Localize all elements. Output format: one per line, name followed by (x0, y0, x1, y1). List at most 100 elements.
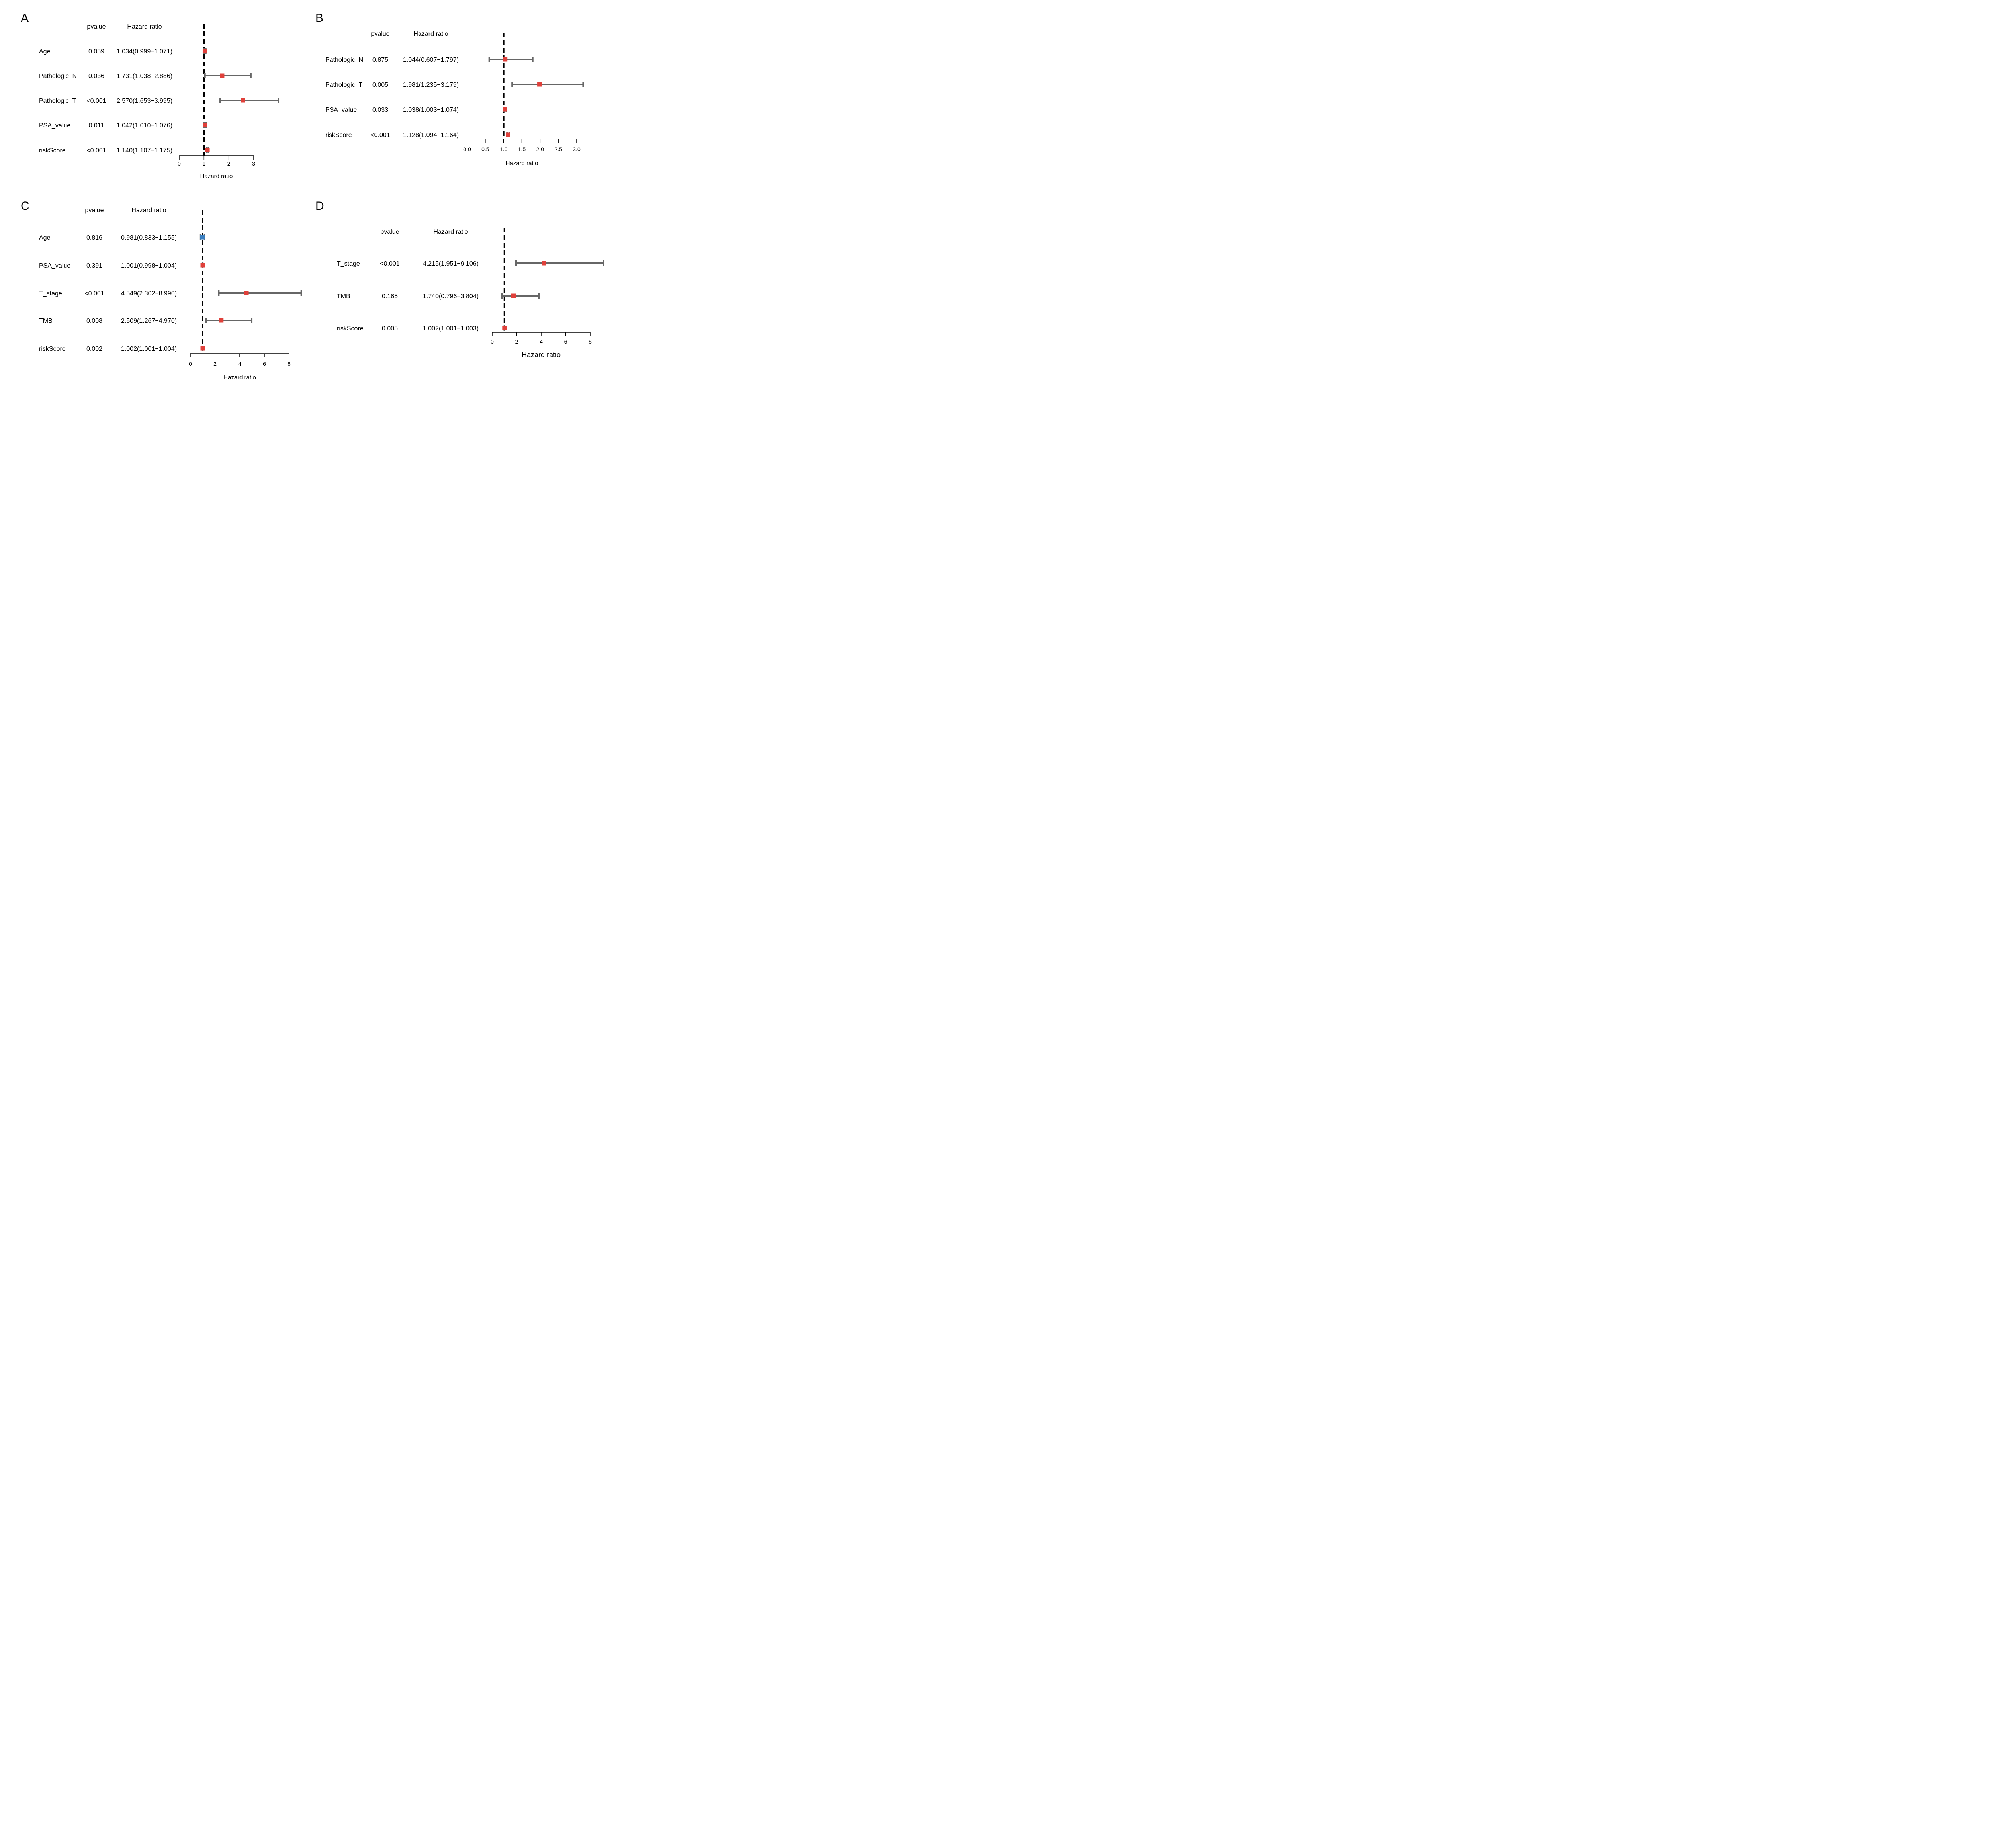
hazard-ratio-marker (200, 346, 205, 351)
pvalue-value: <0.001 (86, 147, 106, 154)
pvalue-header: pvalue (85, 207, 104, 214)
panel-letter: B (315, 12, 323, 25)
hazard-ratio-marker (244, 291, 249, 295)
x-axis-label: Hazard ratio (200, 173, 233, 180)
variable-label: Age (39, 234, 51, 241)
x-axis-label: Hazard ratio (522, 351, 561, 359)
variable-label: TMB (337, 293, 350, 300)
pvalue-value: 0.036 (88, 73, 104, 80)
hazard-ratio-text: 2.509(1.267−4.970) (121, 318, 177, 324)
hazard-ratio-text: 1.740(0.796−3.804) (423, 293, 479, 300)
hazard-ratio-text: 4.549(2.302−8.990) (121, 290, 177, 297)
x-tick-label: 2 (515, 338, 518, 345)
variable-label: Age (39, 48, 51, 55)
hazard-ratio-header: Hazard ratio (433, 229, 468, 235)
hazard-ratio-marker (537, 82, 542, 87)
x-axis-label: Hazard ratio (223, 374, 256, 381)
x-tick-label: 2 (213, 361, 217, 367)
hazard-ratio-text: 1.981(1.235−3.179) (403, 82, 459, 88)
x-tick-label: 6 (263, 361, 266, 367)
variable-label: Pathologic_T (325, 82, 363, 88)
hazard-ratio-text: 1.038(1.003−1.074) (403, 107, 459, 113)
hazard-ratio-text: 1.044(0.607−1.797) (403, 57, 459, 63)
pvalue-value: 0.875 (372, 57, 388, 63)
x-tick-label: 3.0 (573, 146, 581, 152)
hazard-ratio-marker (200, 263, 205, 268)
variable-label: PSA_value (39, 262, 70, 269)
hazard-ratio-text: 4.215(1.951−9.106) (423, 260, 479, 267)
pvalue-value: 0.391 (86, 262, 102, 269)
pvalue-header: pvalue (371, 31, 389, 37)
x-tick-label: 0 (178, 160, 181, 167)
pvalue-value: 0.059 (88, 48, 104, 55)
hazard-ratio-marker (503, 57, 508, 62)
pvalue-value: <0.001 (370, 132, 390, 139)
x-tick-label: 1.0 (500, 146, 508, 152)
variable-label: Pathologic_N (39, 73, 77, 80)
variable-label: T_stage (39, 290, 62, 297)
variable-label: PSA_value (39, 122, 70, 129)
variable-label: TMB (39, 318, 53, 324)
variable-label: riskScore (337, 325, 364, 332)
x-axis-label: Hazard ratio (506, 160, 538, 167)
pvalue-value: 0.005 (382, 325, 398, 332)
x-tick-label: 4 (540, 338, 543, 345)
hazard-ratio-marker (219, 318, 224, 323)
hazard-ratio-marker (202, 49, 207, 53)
hazard-ratio-marker (511, 293, 516, 298)
panel-letter: D (315, 199, 324, 213)
hazard-ratio-text: 1.001(0.998−1.004) (121, 262, 177, 269)
pvalue-value: 0.033 (372, 107, 388, 113)
pvalue-value: 0.005 (372, 82, 388, 88)
hazard-ratio-text: 1.042(1.010−1.076) (117, 122, 172, 129)
hazard-ratio-header: Hazard ratio (413, 31, 448, 37)
x-tick-label: 0.5 (481, 146, 489, 152)
x-tick-label: 8 (288, 361, 291, 367)
variable-label: riskScore (39, 346, 66, 352)
variable-label: riskScore (39, 147, 66, 154)
x-tick-label: 2.5 (554, 146, 562, 152)
variable-label: Pathologic_N (325, 57, 363, 63)
x-tick-label: 3 (252, 160, 255, 167)
pvalue-value: 0.002 (86, 346, 102, 352)
variable-label: riskScore (325, 132, 352, 139)
hazard-ratio-text: 1.731(1.038−2.886) (117, 73, 172, 80)
hazard-ratio-marker (502, 326, 507, 330)
hazard-ratio-marker (506, 132, 510, 137)
pvalue-value: 0.165 (382, 293, 398, 300)
hazard-ratio-text: 1.140(1.107−1.175) (117, 147, 172, 154)
pvalue-value: <0.001 (86, 98, 106, 104)
hazard-ratio-text: 1.002(1.001−1.004) (121, 346, 177, 352)
x-tick-label: 8 (589, 338, 592, 345)
pvalue-value: <0.001 (84, 290, 104, 297)
pvalue-value: 0.816 (86, 234, 102, 241)
hazard-ratio-text: 1.128(1.094−1.164) (403, 132, 459, 139)
pvalue-value: 0.011 (89, 122, 104, 129)
x-tick-label: 2 (227, 160, 231, 167)
pvalue-header: pvalue (87, 23, 106, 30)
x-tick-label: 1.5 (518, 146, 526, 152)
x-tick-label: 0 (491, 338, 494, 345)
x-tick-label: 2.0 (536, 146, 544, 152)
hazard-ratio-marker (542, 261, 546, 266)
hazard-ratio-text: 0.981(0.833−1.155) (121, 234, 177, 241)
pvalue-value: <0.001 (380, 260, 399, 267)
x-tick-label: 1 (202, 160, 205, 167)
pvalue-value: 0.008 (86, 318, 102, 324)
hazard-ratio-marker (203, 123, 207, 127)
hazard-ratio-marker (200, 235, 205, 240)
hazard-ratio-header: Hazard ratio (131, 207, 166, 214)
panel-letter: A (21, 12, 29, 25)
x-tick-label: 4 (238, 361, 241, 367)
variable-label: Pathologic_T (39, 98, 76, 104)
hazard-ratio-header: Hazard ratio (127, 23, 162, 30)
hazard-ratio-marker (241, 98, 245, 103)
panel-letter: C (21, 199, 29, 213)
hazard-ratio-text: 1.034(0.999−1.071) (117, 48, 172, 55)
hazard-ratio-marker (220, 73, 225, 78)
hazard-ratio-marker (205, 148, 210, 152)
